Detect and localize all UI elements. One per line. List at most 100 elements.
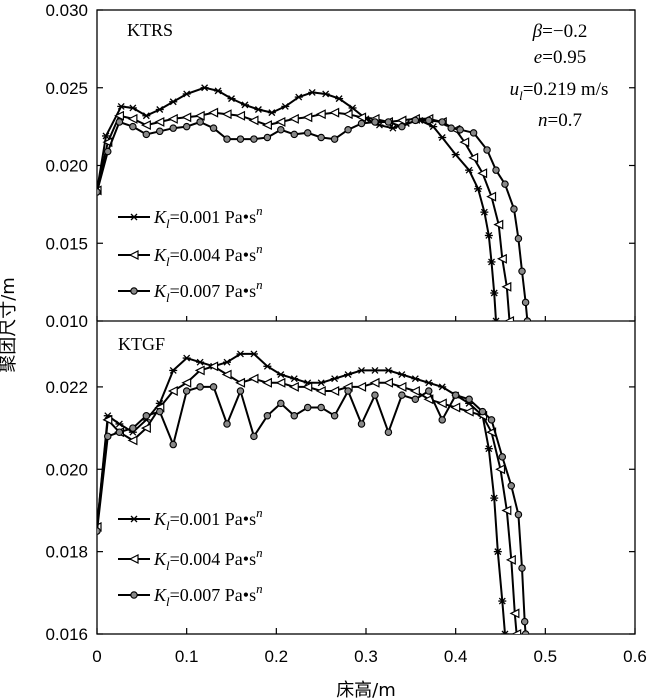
data-point-triangle bbox=[194, 110, 205, 121]
x-tick-label: 0 bbox=[92, 647, 101, 666]
data-point-triangle bbox=[342, 109, 353, 120]
data-point-triangle bbox=[383, 377, 394, 388]
data-point-circle bbox=[384, 118, 393, 126]
data-point-circle bbox=[371, 118, 379, 126]
data-point-triangle bbox=[302, 112, 313, 123]
data-point-triangle bbox=[396, 115, 407, 126]
data-point-triangle bbox=[248, 115, 259, 126]
data-point-triangle bbox=[496, 253, 507, 264]
data-point-star bbox=[276, 371, 285, 378]
data-point-triangle bbox=[369, 377, 380, 388]
annotation-text: β=−0.2 bbox=[532, 21, 588, 42]
legend-label: Kl=0.007 Pa•sn bbox=[153, 581, 263, 609]
data-point-circle bbox=[97, 527, 101, 535]
y-tick-label: 0.018 bbox=[45, 543, 88, 562]
data-point-triangle bbox=[288, 381, 299, 392]
y-tick-label: 0.020 bbox=[45, 460, 88, 479]
data-point-circle bbox=[277, 125, 285, 134]
parameter-annotations: β=−0.2 e=0.95 ul=0.219 m/s n=0.7 bbox=[510, 21, 609, 131]
data-point-star bbox=[128, 104, 137, 112]
y-tick-label: 0.020 bbox=[45, 157, 88, 176]
data-point-circle bbox=[510, 205, 518, 213]
data-point-star bbox=[348, 104, 357, 112]
data-point-star bbox=[267, 109, 276, 117]
plot-frame bbox=[96, 9, 636, 635]
data-point-circle bbox=[425, 116, 433, 125]
data-point-triangle bbox=[463, 406, 474, 417]
data-point-star bbox=[142, 112, 151, 120]
data-point-star bbox=[169, 98, 178, 106]
data-point-star bbox=[214, 87, 223, 95]
data-point-triangle bbox=[154, 116, 165, 127]
data-point-triangle bbox=[128, 554, 139, 564]
data-point-circle bbox=[520, 617, 529, 626]
data-point-circle bbox=[398, 391, 406, 399]
x-tick-label: 0.5 bbox=[534, 647, 558, 666]
data-point-star bbox=[384, 366, 393, 374]
legend-label: Kl=0.004 Pa•sn bbox=[153, 545, 263, 573]
data-point-circle bbox=[411, 116, 420, 125]
data-point-circle bbox=[263, 133, 272, 142]
data-point-star bbox=[465, 166, 474, 174]
data-point-star bbox=[330, 375, 339, 383]
data-point-star bbox=[182, 354, 191, 362]
y-tick-label: 0.022 bbox=[45, 378, 88, 397]
data-point-triangle bbox=[468, 152, 479, 163]
data-point-triangle bbox=[504, 316, 515, 321]
data-point-star bbox=[429, 123, 438, 131]
legend-label: Kl=0.001 Pa•sn bbox=[153, 505, 263, 533]
legend-label: Kl=0.001 Pa•sn bbox=[153, 203, 263, 231]
data-point-triangle bbox=[221, 109, 232, 120]
data-point-star bbox=[223, 358, 232, 366]
y-tick-label: 0.010 bbox=[45, 312, 88, 331]
data-point-star bbox=[370, 366, 379, 374]
data-point-circle bbox=[250, 432, 258, 441]
data-point-circle bbox=[115, 118, 124, 126]
data-point-triangle bbox=[235, 377, 246, 388]
x-axis-title: 床高/m bbox=[336, 680, 396, 700]
data-point-circle bbox=[209, 383, 218, 391]
data-point-triangle bbox=[140, 120, 151, 131]
data-point-star bbox=[493, 548, 502, 556]
data-point-circle bbox=[156, 407, 164, 416]
data-point-circle bbox=[501, 180, 509, 188]
legend-label: Kl=0.007 Pa•sn bbox=[153, 277, 263, 305]
data-point-circle bbox=[236, 135, 245, 143]
data-point-star bbox=[480, 208, 489, 216]
data-point-circle bbox=[411, 395, 420, 403]
data-point-triangle bbox=[315, 386, 326, 396]
data-point-circle bbox=[129, 122, 137, 131]
data-point-circle bbox=[196, 118, 204, 126]
data-point-star bbox=[500, 630, 509, 634]
data-point-circle bbox=[129, 424, 137, 432]
data-point-circle bbox=[209, 124, 218, 132]
data-point-star bbox=[290, 375, 299, 383]
data-point-triangle bbox=[459, 137, 470, 148]
data-point-circle bbox=[514, 510, 523, 519]
data-point-triangle bbox=[505, 554, 516, 565]
data-point-star bbox=[424, 379, 433, 387]
data-point-circle bbox=[169, 124, 177, 132]
data-point-circle bbox=[438, 118, 446, 126]
panel-ktgf-series bbox=[97, 350, 530, 634]
data-point-triangle bbox=[128, 250, 139, 260]
data-point-circle bbox=[451, 391, 460, 399]
data-point-star bbox=[397, 371, 406, 378]
data-point-circle bbox=[330, 411, 339, 420]
data-point-circle bbox=[104, 432, 112, 441]
y-axis-title: 聚团尺寸/m bbox=[0, 277, 19, 373]
data-point-circle bbox=[182, 122, 191, 131]
data-point-triangle bbox=[495, 464, 506, 475]
data-point-triangle bbox=[262, 377, 272, 388]
data-point-circle bbox=[317, 133, 325, 142]
data-point-triangle bbox=[356, 381, 367, 392]
data-point-triangle bbox=[396, 381, 407, 392]
data-point-circle bbox=[142, 130, 151, 139]
data-point-circle bbox=[130, 591, 138, 599]
annotation-text: n=0.7 bbox=[538, 110, 582, 131]
data-point-circle bbox=[104, 147, 112, 156]
data-point-star bbox=[240, 101, 249, 109]
data-point-star bbox=[281, 102, 290, 110]
data-point-star bbox=[101, 132, 110, 140]
data-point-triangle bbox=[235, 110, 246, 121]
